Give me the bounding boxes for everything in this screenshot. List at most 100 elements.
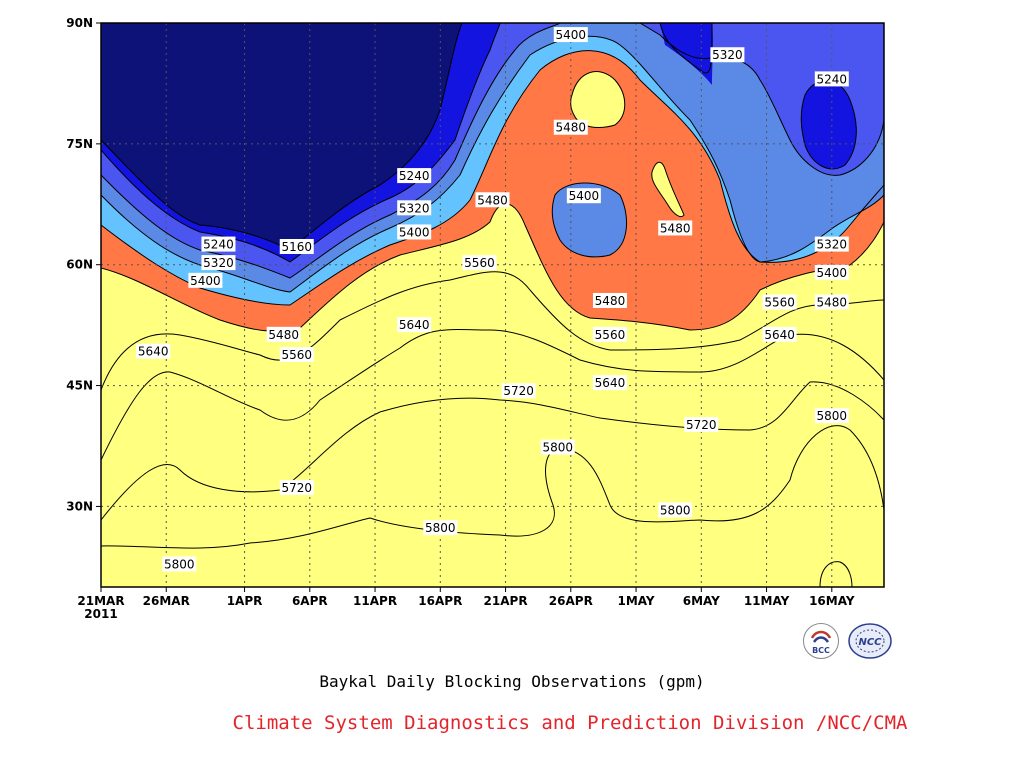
contour-label-text: 5240 xyxy=(817,72,848,86)
contour-label-text: 5240 xyxy=(203,238,234,252)
contour-label-box xyxy=(266,326,301,342)
contour-label-5800: 5800 xyxy=(814,408,849,424)
credit-line: Climate System Diagnostics and Predictio… xyxy=(232,712,908,734)
contour-label-box xyxy=(710,47,745,63)
contour-label-5320: 5320 xyxy=(201,255,236,271)
x-tick-label: 26MAR xyxy=(143,594,190,608)
y-tick-label: 75N xyxy=(66,137,93,151)
contour-label-box xyxy=(814,408,849,424)
contour-label-text: 5800 xyxy=(817,409,848,423)
contour-label-5400: 5400 xyxy=(553,27,588,43)
contour-label-text: 5160 xyxy=(281,240,312,254)
contour-label-5720: 5720 xyxy=(684,417,719,433)
contour-label-text: 5480 xyxy=(595,294,626,308)
ncc-logo: NCC xyxy=(848,623,892,659)
band-low xyxy=(101,23,462,250)
contour-label-text: 5400 xyxy=(190,274,221,288)
contour-label-box xyxy=(814,264,849,280)
contour-label-5800: 5800 xyxy=(540,439,575,455)
x-tick-label: 21MAR xyxy=(77,594,124,608)
contour-label-5400: 5400 xyxy=(814,264,849,280)
contour-label-text: 5400 xyxy=(569,189,600,203)
contour-label-box xyxy=(814,236,849,252)
x-tick-label: 1APR xyxy=(227,594,263,608)
contour-label-box xyxy=(814,294,849,310)
contour-label-box xyxy=(397,317,432,333)
contour-label-text: 5720 xyxy=(686,418,717,432)
contour-label-5400: 5400 xyxy=(397,224,432,240)
contour-label-5800: 5800 xyxy=(658,502,693,518)
contour-label-box xyxy=(658,502,693,518)
contour-label-5320: 5320 xyxy=(397,200,432,216)
x-tick-label: 11APR xyxy=(353,594,397,608)
contour-label-text: 5240 xyxy=(399,169,430,183)
y-tick-label: 90N xyxy=(66,16,93,30)
contour-label-5480: 5480 xyxy=(814,294,849,310)
blob-5240-right xyxy=(801,80,857,169)
contour-label-box xyxy=(592,375,627,391)
contour-label-text: 5480 xyxy=(556,121,587,135)
y-tick-label: 30N xyxy=(66,499,93,513)
x-tick-label: 11MAY xyxy=(744,594,790,608)
contour-label-box xyxy=(423,520,458,536)
contour-label-text: 5400 xyxy=(399,225,430,239)
blob-5480-mid xyxy=(651,162,684,217)
x-tick-label: 21APR xyxy=(484,594,528,608)
contour-label-text: 5640 xyxy=(595,376,626,390)
x-year-label: 2011 xyxy=(84,607,117,621)
bcc-logo-text: BCC xyxy=(812,646,830,655)
contour-label-text: 5640 xyxy=(764,328,795,342)
contour-label-5400: 5400 xyxy=(188,272,223,288)
contour-label-box xyxy=(501,383,536,399)
x-tick-label: 16APR xyxy=(418,594,462,608)
contour-label-box xyxy=(136,343,171,359)
contour-label-box xyxy=(762,294,797,310)
contour-label-text: 5560 xyxy=(281,348,312,362)
x-tick-label: 16MAY xyxy=(809,594,855,608)
contour-label-text: 5560 xyxy=(595,328,626,342)
contour-label-box xyxy=(592,292,627,308)
contour-label-5400: 5400 xyxy=(566,188,601,204)
contour-label-text: 5480 xyxy=(268,328,299,342)
contour-label-box xyxy=(814,71,849,87)
contour-label-5560: 5560 xyxy=(592,326,627,342)
contour-label-text: 5480 xyxy=(477,193,508,207)
plot-frame xyxy=(100,22,885,588)
contour-label-text: 5640 xyxy=(138,345,169,359)
contour-label-text: 5480 xyxy=(817,296,848,310)
contour-label-5160: 5160 xyxy=(279,238,314,254)
contour-label-5480: 5480 xyxy=(266,326,301,342)
contour-label-5640: 5640 xyxy=(592,375,627,391)
contour-label-5240: 5240 xyxy=(814,71,849,87)
contour-label-text: 5400 xyxy=(817,266,848,280)
contour-label-box xyxy=(201,255,236,271)
contour-label-5480: 5480 xyxy=(592,292,627,308)
contour-label-box xyxy=(279,238,314,254)
contour-label-text: 5560 xyxy=(464,256,495,270)
contour-label-5640: 5640 xyxy=(397,317,432,333)
y-tick-label: 45N xyxy=(66,379,93,393)
ncc-logo-text: NCC xyxy=(858,637,882,648)
x-tick-label: 6APR xyxy=(292,594,328,608)
contour-label-box xyxy=(397,224,432,240)
contour-label-text: 5320 xyxy=(399,201,430,215)
contour-label-box xyxy=(566,188,601,204)
contour-label-box xyxy=(540,439,575,455)
contour-label-5480: 5480 xyxy=(553,119,588,135)
contour-label-box xyxy=(475,192,510,208)
contour-label-box xyxy=(462,255,497,271)
contour-label-5560: 5560 xyxy=(462,255,497,271)
contour-label-5800: 5800 xyxy=(162,556,197,572)
contour-label-box xyxy=(553,27,588,43)
contour-label-5240: 5240 xyxy=(397,168,432,184)
x-tick-label: 6MAY xyxy=(683,594,720,608)
contour-label-box xyxy=(279,346,314,362)
contour-label-box xyxy=(658,220,693,236)
contour-label-text: 5800 xyxy=(425,521,456,535)
contour-label-text: 5320 xyxy=(712,48,743,62)
contour-label-5640: 5640 xyxy=(762,326,797,342)
contour-label-5560: 5560 xyxy=(762,294,797,310)
contour-label-box xyxy=(162,556,197,572)
contour-label-text: 5800 xyxy=(164,557,195,571)
